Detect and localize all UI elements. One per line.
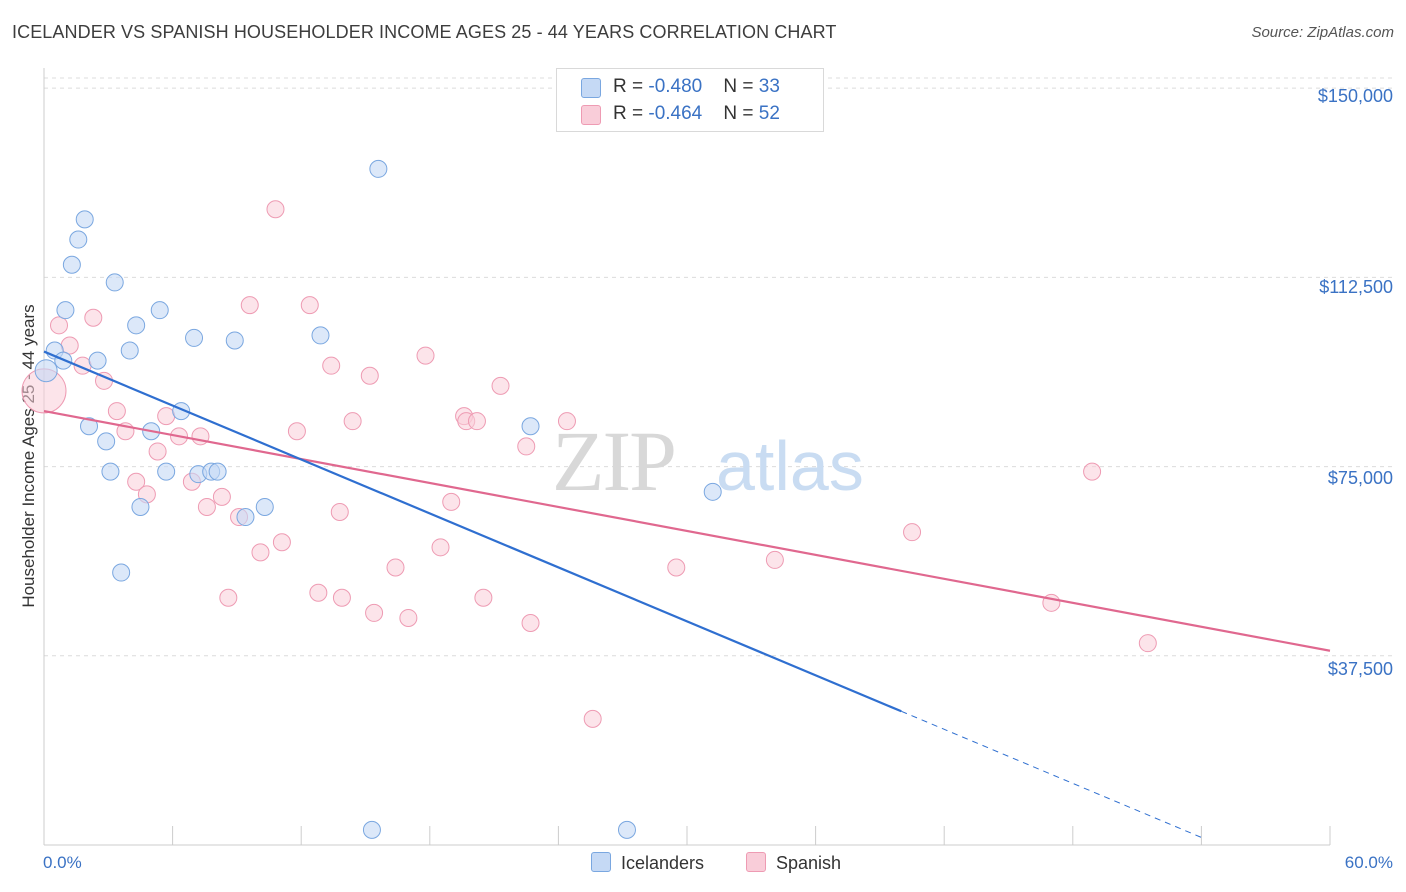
icelanders-point (521, 417, 540, 436)
icelanders-point (236, 508, 255, 527)
spanish-point (240, 296, 259, 315)
bottom-legend-spanish[interactable]: Spanish (746, 852, 841, 874)
icelanders-point (56, 301, 75, 320)
spanish-swatch (581, 105, 601, 125)
spanish-point (416, 346, 435, 365)
spanish-point (557, 412, 576, 431)
bottom-legend-label: Spanish (776, 853, 842, 873)
legend-r-label: R = (613, 103, 649, 124)
icelanders-point (101, 462, 120, 481)
icelanders-point (120, 341, 139, 360)
y-tick-label: $112,500 (1319, 277, 1393, 297)
y-tick-label: $75,000 (1327, 468, 1393, 488)
spanish-point (212, 487, 231, 506)
spanish-point (309, 583, 328, 602)
spanish-point (266, 200, 285, 219)
correlation-legend: R = -0.480 N = 33 R = -0.464 N = 52 (556, 68, 824, 132)
spanish-point (287, 422, 306, 441)
icelanders-point (369, 159, 388, 178)
spanish-point (903, 523, 922, 542)
icelanders-swatch (591, 852, 611, 872)
spanish-point (399, 608, 418, 627)
icelanders-trend-extension (901, 710, 1202, 838)
spanish-point (467, 412, 486, 431)
icelanders-point (105, 273, 124, 292)
spanish-point (442, 492, 461, 511)
spanish-point (330, 503, 349, 521)
icelanders-point (208, 462, 227, 481)
icelanders-swatch (581, 78, 601, 98)
spanish-point (322, 356, 341, 375)
icelanders-point (80, 417, 99, 436)
icelanders-point (311, 326, 330, 345)
bottom-legend-icelanders[interactable]: Icelanders (591, 852, 704, 874)
bottom-legend-label: Icelanders (621, 853, 705, 873)
icelanders-point (150, 301, 169, 320)
icelanders-point (62, 255, 81, 274)
icelanders-point (157, 462, 176, 481)
spanish-point (667, 558, 686, 577)
icelanders-point (34, 359, 58, 383)
spanish-point (50, 316, 69, 335)
icelanders-point (362, 820, 381, 839)
icelanders-point (255, 497, 274, 516)
spanish-point (127, 472, 146, 491)
spanish-trend-line (43, 410, 1331, 652)
spanish-swatch (746, 852, 766, 872)
spanish-point (197, 497, 216, 516)
spanish-point (219, 588, 238, 607)
legend-r-value: -0.480 (648, 76, 703, 97)
icelanders-trend-line (43, 350, 902, 713)
spanish-point (360, 366, 379, 385)
spanish-point (332, 588, 351, 607)
spanish-point (386, 558, 405, 577)
icelanders-point (225, 331, 244, 350)
spanish-point (1138, 634, 1157, 653)
chart-title: ICELANDER VS SPANISH HOUSEHOLDER INCOME … (12, 22, 837, 42)
icelanders-point (112, 563, 131, 582)
x-tick-label: 0.0% (43, 853, 82, 872)
spanish-point (60, 336, 79, 355)
spanish-point (148, 442, 167, 461)
legend-n-value: 33 (758, 76, 780, 97)
spanish-point (431, 538, 450, 557)
spanish-point (157, 407, 176, 426)
y-tick-label: $37,500 (1327, 659, 1393, 679)
spanish-point (300, 296, 319, 315)
icelanders-point (69, 230, 88, 249)
legend-r-label: R = (613, 76, 649, 97)
spanish-point (517, 437, 536, 456)
icelanders-point (617, 820, 636, 839)
watermark-atlas: atlas (716, 427, 864, 505)
y-tick-label: $150,000 (1317, 86, 1393, 106)
icelanders-point (88, 351, 107, 370)
spanish-point (107, 402, 126, 421)
icelanders-point (127, 316, 146, 335)
spanish-point (583, 709, 602, 728)
spanish-point (84, 308, 103, 327)
spanish-point (272, 533, 291, 552)
spanish-point (1083, 462, 1102, 481)
spanish-point (765, 550, 784, 569)
icelanders-point (131, 497, 150, 516)
x-tick-label: 60.0% (1344, 853, 1393, 872)
spanish-point (521, 614, 540, 632)
legend-n-label: N = (723, 76, 759, 97)
legend-n-label: N = (723, 103, 759, 124)
spanish-point (343, 412, 362, 431)
legend-n-value: 52 (758, 103, 780, 124)
icelanders-point (703, 482, 722, 501)
spanish-point (491, 376, 510, 395)
icelanders-point (185, 328, 204, 347)
icelanders-point (75, 210, 94, 229)
icelanders-point (97, 432, 116, 451)
watermark-zip: ZIP (552, 413, 675, 509)
spanish-point (251, 543, 270, 562)
spanish-point (365, 603, 384, 622)
legend-r-value: -0.464 (648, 103, 703, 124)
spanish-point (474, 588, 493, 607)
chart-source: Source: ZipAtlas.com (1251, 24, 1394, 41)
